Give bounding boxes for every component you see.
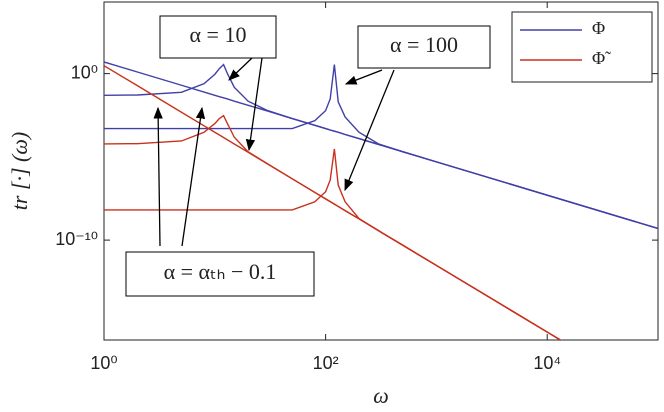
annotation: α = 10 <box>190 22 247 47</box>
legend: ΦΦ̃ <box>511 11 653 83</box>
x-tick-label: 10⁰ <box>90 353 117 373</box>
arrow <box>228 57 253 81</box>
annotation-box <box>125 251 315 297</box>
legend-label: Φ <box>592 18 605 38</box>
legend-box <box>511 11 653 83</box>
arrow <box>344 69 383 85</box>
x-axis-label: ω <box>373 383 389 408</box>
series-line <box>104 64 658 230</box>
arrow <box>344 69 395 192</box>
y-tick-label: 10⁰ <box>71 62 98 82</box>
annotations: α = 10 α = 100 α = αₜₕ − 0.1 <box>125 15 491 297</box>
arrow <box>181 106 206 247</box>
y-tick-label: 10⁻¹⁰ <box>55 229 98 249</box>
arrow <box>245 57 263 152</box>
x-tick-label: 10⁴ <box>533 353 561 373</box>
annotation-box <box>159 15 277 59</box>
y-axis-label: tr [·] (ω) <box>7 132 32 210</box>
arrow <box>153 106 163 247</box>
arrows <box>153 57 395 247</box>
x-tick-label: 10² <box>313 353 339 373</box>
annotation: α = 100 <box>390 32 458 57</box>
series-line <box>104 148 562 340</box>
annotation-box <box>357 25 491 69</box>
annotation: α = αₜₕ − 0.1 <box>164 259 277 284</box>
plot-area <box>104 61 658 340</box>
